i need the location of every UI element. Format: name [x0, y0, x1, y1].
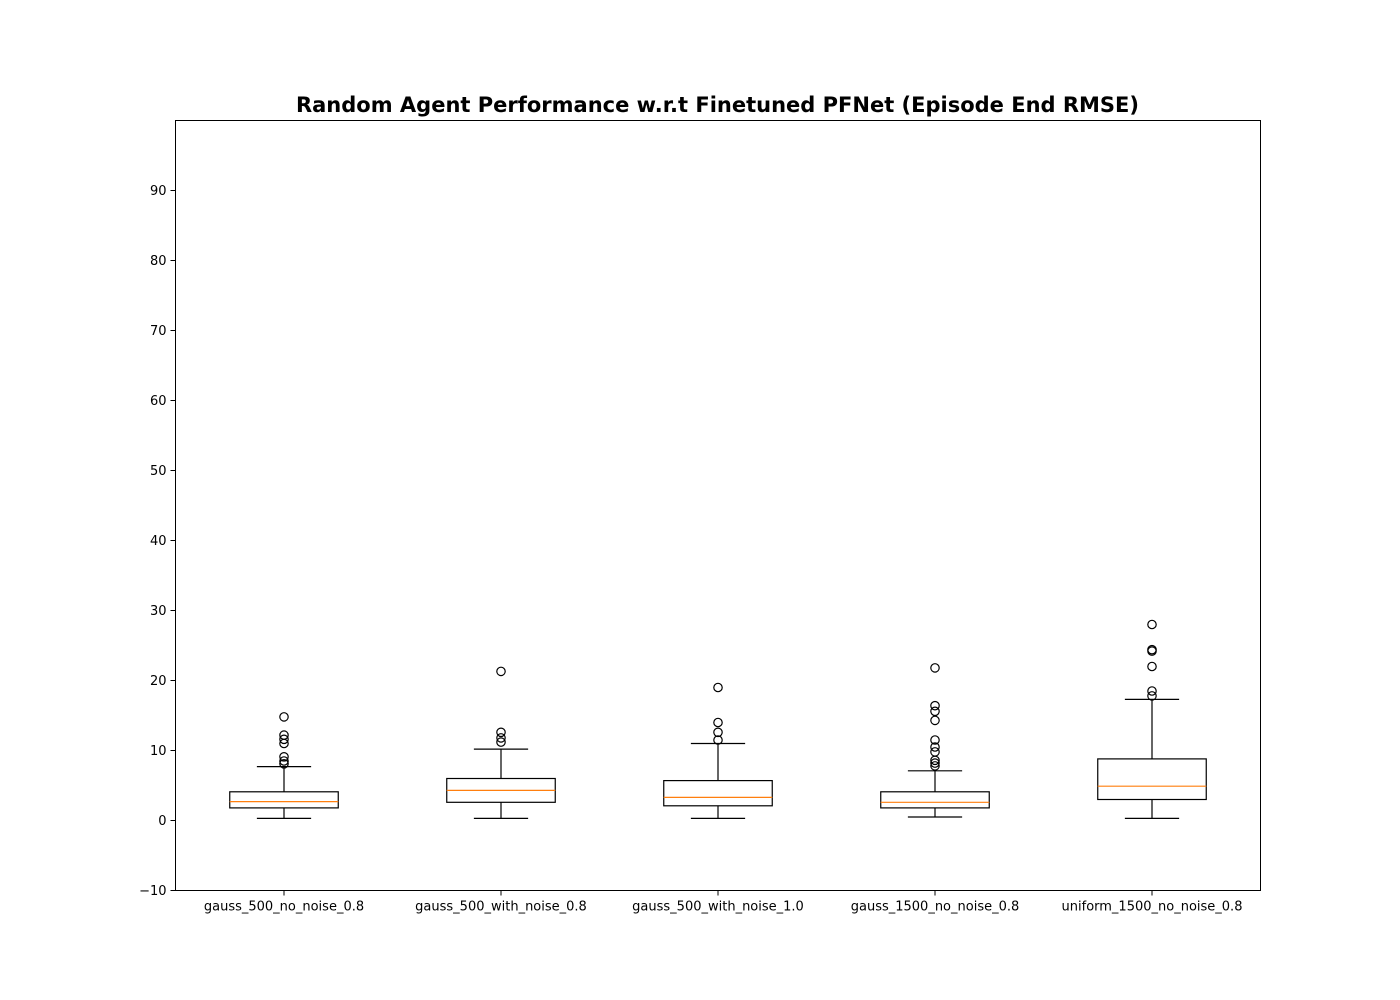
y-tick-label: 10	[150, 744, 167, 759]
x-tick-label: gauss_1500_no_noise_0.8	[851, 900, 1020, 915]
box-iqr	[229, 791, 339, 809]
flier-point	[930, 706, 940, 717]
flier-point	[279, 756, 289, 766]
flier-point	[713, 717, 723, 728]
flier-point	[496, 666, 506, 677]
flier-point	[930, 742, 940, 752]
flier-point	[713, 727, 723, 738]
y-tick-label: 60	[150, 394, 167, 409]
flier-point	[496, 733, 506, 743]
box-uniform_1500_no_noise_0.8	[1097, 619, 1207, 820]
boxplot-series	[229, 619, 1207, 820]
flier-point	[279, 738, 289, 749]
y-tick-label: 70	[150, 324, 167, 339]
box-gauss_500_no_noise_0.8	[229, 712, 339, 820]
flier-point	[1147, 646, 1157, 656]
flier-point	[279, 712, 289, 722]
y-tick-label: 50	[150, 464, 167, 479]
x-tick-label: gauss_500_with_noise_0.8	[415, 900, 587, 915]
flier-point	[930, 715, 940, 726]
flier-point	[930, 663, 940, 673]
flier-point	[496, 737, 506, 747]
y-axis: −10 0 10 20 30 40 50 60 70 80 90	[139, 184, 176, 899]
y-tick-label: 0	[158, 814, 166, 829]
box-iqr	[663, 779, 773, 807]
x-tick-label: gauss_500_no_noise_0.8	[204, 900, 364, 915]
flier-point	[930, 747, 940, 757]
y-tick-label: 80	[150, 254, 167, 269]
flier-point	[930, 700, 940, 711]
box-gauss_500_with_noise_0.8	[446, 666, 556, 820]
y-tick-label: −10	[139, 884, 166, 899]
flier-point	[1147, 691, 1157, 701]
x-tick-label: uniform_1500_no_noise_0.8	[1062, 900, 1243, 915]
flier-point	[279, 734, 289, 745]
box-iqr	[880, 791, 990, 809]
box-gauss_500_with_noise_1.0	[663, 682, 773, 820]
flier-point	[930, 758, 940, 768]
flier-point	[1147, 686, 1157, 696]
flier-point	[279, 751, 289, 762]
flier-point	[930, 755, 940, 766]
y-tick-label: 30	[150, 604, 167, 619]
y-tick-label: 40	[150, 534, 167, 549]
flier-point	[496, 727, 506, 738]
x-tick-label: gauss_500_with_noise_1.0	[632, 900, 804, 915]
y-tick-label: 20	[150, 674, 167, 689]
flier-point	[279, 758, 289, 769]
box-gauss_1500_no_noise_0.8	[880, 663, 990, 818]
flier-point	[713, 735, 723, 745]
chart-title: Random Agent Performance w.r.t Finetuned…	[296, 93, 1139, 117]
flier-point	[930, 761, 940, 771]
x-axis: gauss_500_no_noise_0.8 gauss_500_with_noi…	[204, 890, 1243, 915]
flier-point	[930, 735, 940, 745]
flier-point	[713, 682, 723, 693]
flier-point	[1147, 661, 1157, 672]
box-iqr	[1097, 758, 1207, 801]
y-tick-label: 90	[150, 184, 167, 199]
flier-point	[1147, 619, 1157, 630]
